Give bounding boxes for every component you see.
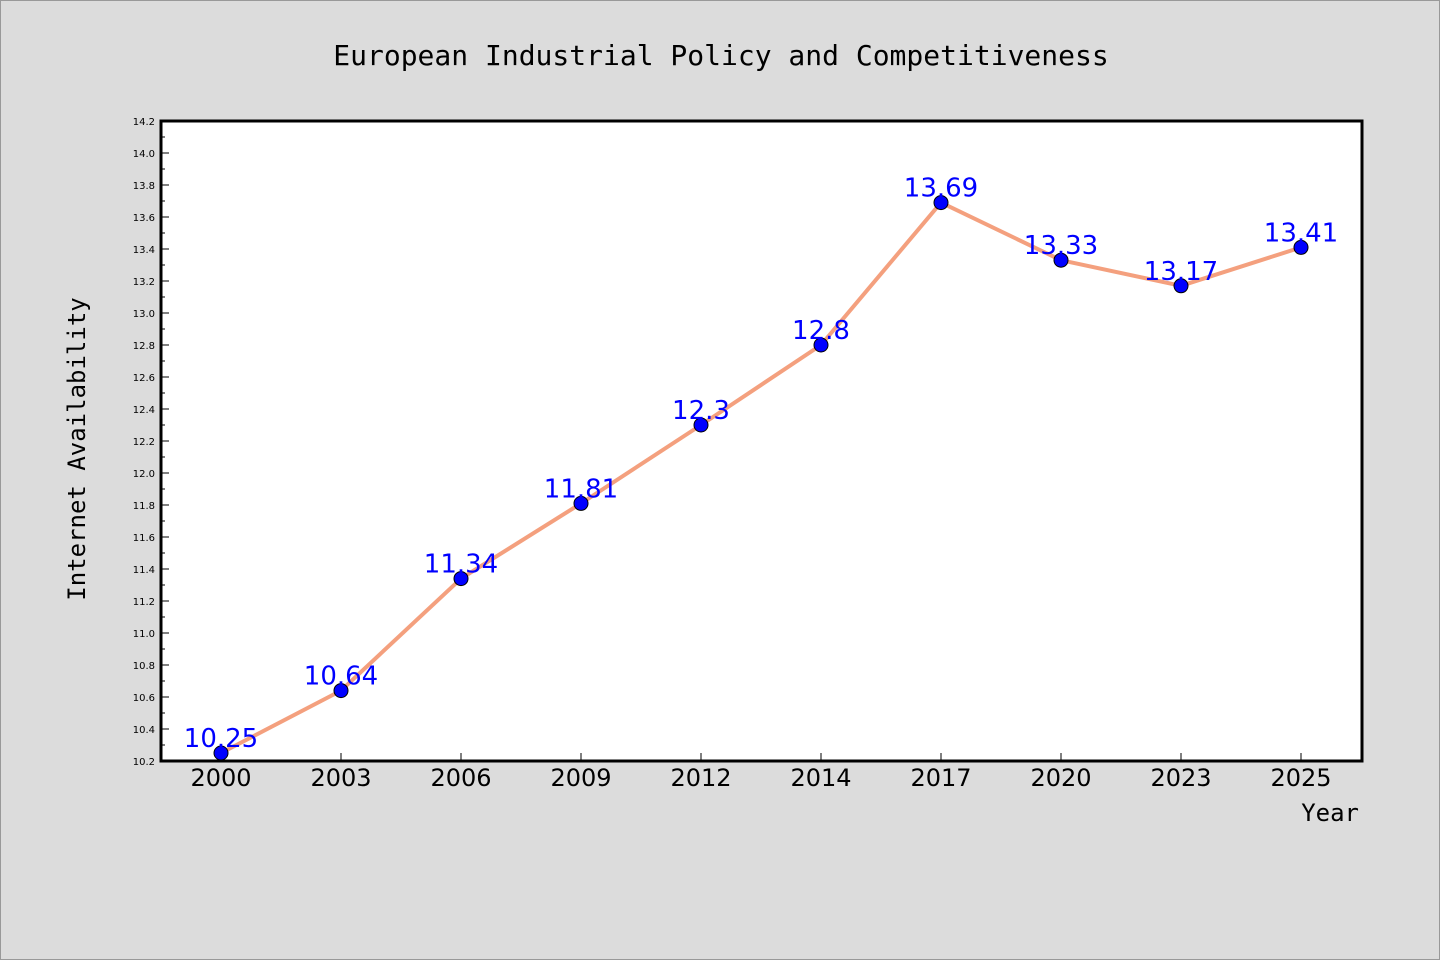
y-tick-label: 12.4 — [133, 405, 155, 416]
series-layer: 10.25 10.64 11.34 11.81 12.3 12.8 13.69 13.33 13… — [184, 174, 1338, 761]
data-label: 12.3 — [672, 396, 730, 426]
data-point — [933, 195, 949, 211]
y-axis-label: Internet Availability — [63, 297, 91, 600]
y-tick-label: 14.0 — [133, 149, 155, 160]
y-tick-label: 11.2 — [133, 597, 155, 608]
x-tick-label: 2006 — [430, 764, 491, 792]
x-axis-label: Year — [1301, 799, 1359, 827]
data-label: 13.69 — [904, 174, 978, 204]
y-tick-label: 13.8 — [133, 181, 155, 192]
data-point — [1053, 252, 1069, 268]
x-tick-label: 2014 — [790, 764, 851, 792]
data-label: 10.25 — [184, 724, 258, 754]
y-tick-label: 12.8 — [133, 341, 155, 352]
data-label: 13.41 — [1264, 218, 1338, 248]
data-label: 12.8 — [792, 316, 850, 346]
y-tick-label: 13.4 — [133, 245, 155, 256]
y-tick-label: 11.8 — [133, 501, 155, 512]
data-label: 13.17 — [1144, 257, 1218, 287]
data-label: 10.64 — [304, 662, 378, 692]
data-point — [1173, 278, 1189, 294]
x-tick-label: 2023 — [1150, 764, 1211, 792]
y-tick-label: 11.0 — [133, 629, 155, 640]
data-point — [213, 745, 229, 761]
x-tick-label: 2025 — [1270, 764, 1331, 792]
data-point — [693, 417, 709, 433]
y-tick-label: 10.2 — [133, 757, 155, 768]
y-tick-label: 10.8 — [133, 661, 155, 672]
plot-area — [159, 119, 1364, 763]
chart-title: European Industrial Policy and Competiti… — [333, 39, 1108, 72]
x-tick-label: 2003 — [310, 764, 371, 792]
data-label: 11.81 — [544, 474, 618, 504]
data-point — [333, 683, 349, 699]
y-tick-label: 13.0 — [133, 309, 155, 320]
data-point — [813, 337, 829, 353]
x-tick-label: 2009 — [550, 764, 611, 792]
data-point — [573, 495, 589, 511]
x-tick-label: 2020 — [1030, 764, 1091, 792]
x-tick-label: 2017 — [910, 764, 971, 792]
data-point — [453, 571, 469, 587]
y-axis: 10.2 10.4 10.6 10.8 11.0 11.2 11.4 11.6 11.8 12.0… — [133, 117, 169, 768]
x-tick-label: 2012 — [670, 764, 731, 792]
data-label: 11.34 — [424, 550, 498, 580]
x-tick-label: 2000 — [190, 764, 251, 792]
y-tick-label: 12.6 — [133, 373, 155, 384]
y-tick-label: 13.2 — [133, 277, 155, 288]
y-tick-label: 12.0 — [133, 469, 155, 480]
y-tick-label: 10.4 — [133, 725, 155, 736]
y-tick-label: 11.6 — [133, 533, 155, 544]
y-tick-label: 11.4 — [133, 565, 155, 576]
x-axis: 2000 2003 2006 2009 2012 2014 2017 2020 2023 2025 — [190, 753, 1332, 792]
y-tick-label: 12.2 — [133, 437, 155, 448]
y-tick-label: 14.2 — [133, 117, 155, 128]
y-tick-label: 10.6 — [133, 693, 155, 704]
data-point — [1293, 239, 1309, 255]
data-label: 13.33 — [1024, 231, 1098, 261]
y-tick-label: 13.6 — [133, 213, 155, 224]
series-line — [220, 200, 1302, 755]
